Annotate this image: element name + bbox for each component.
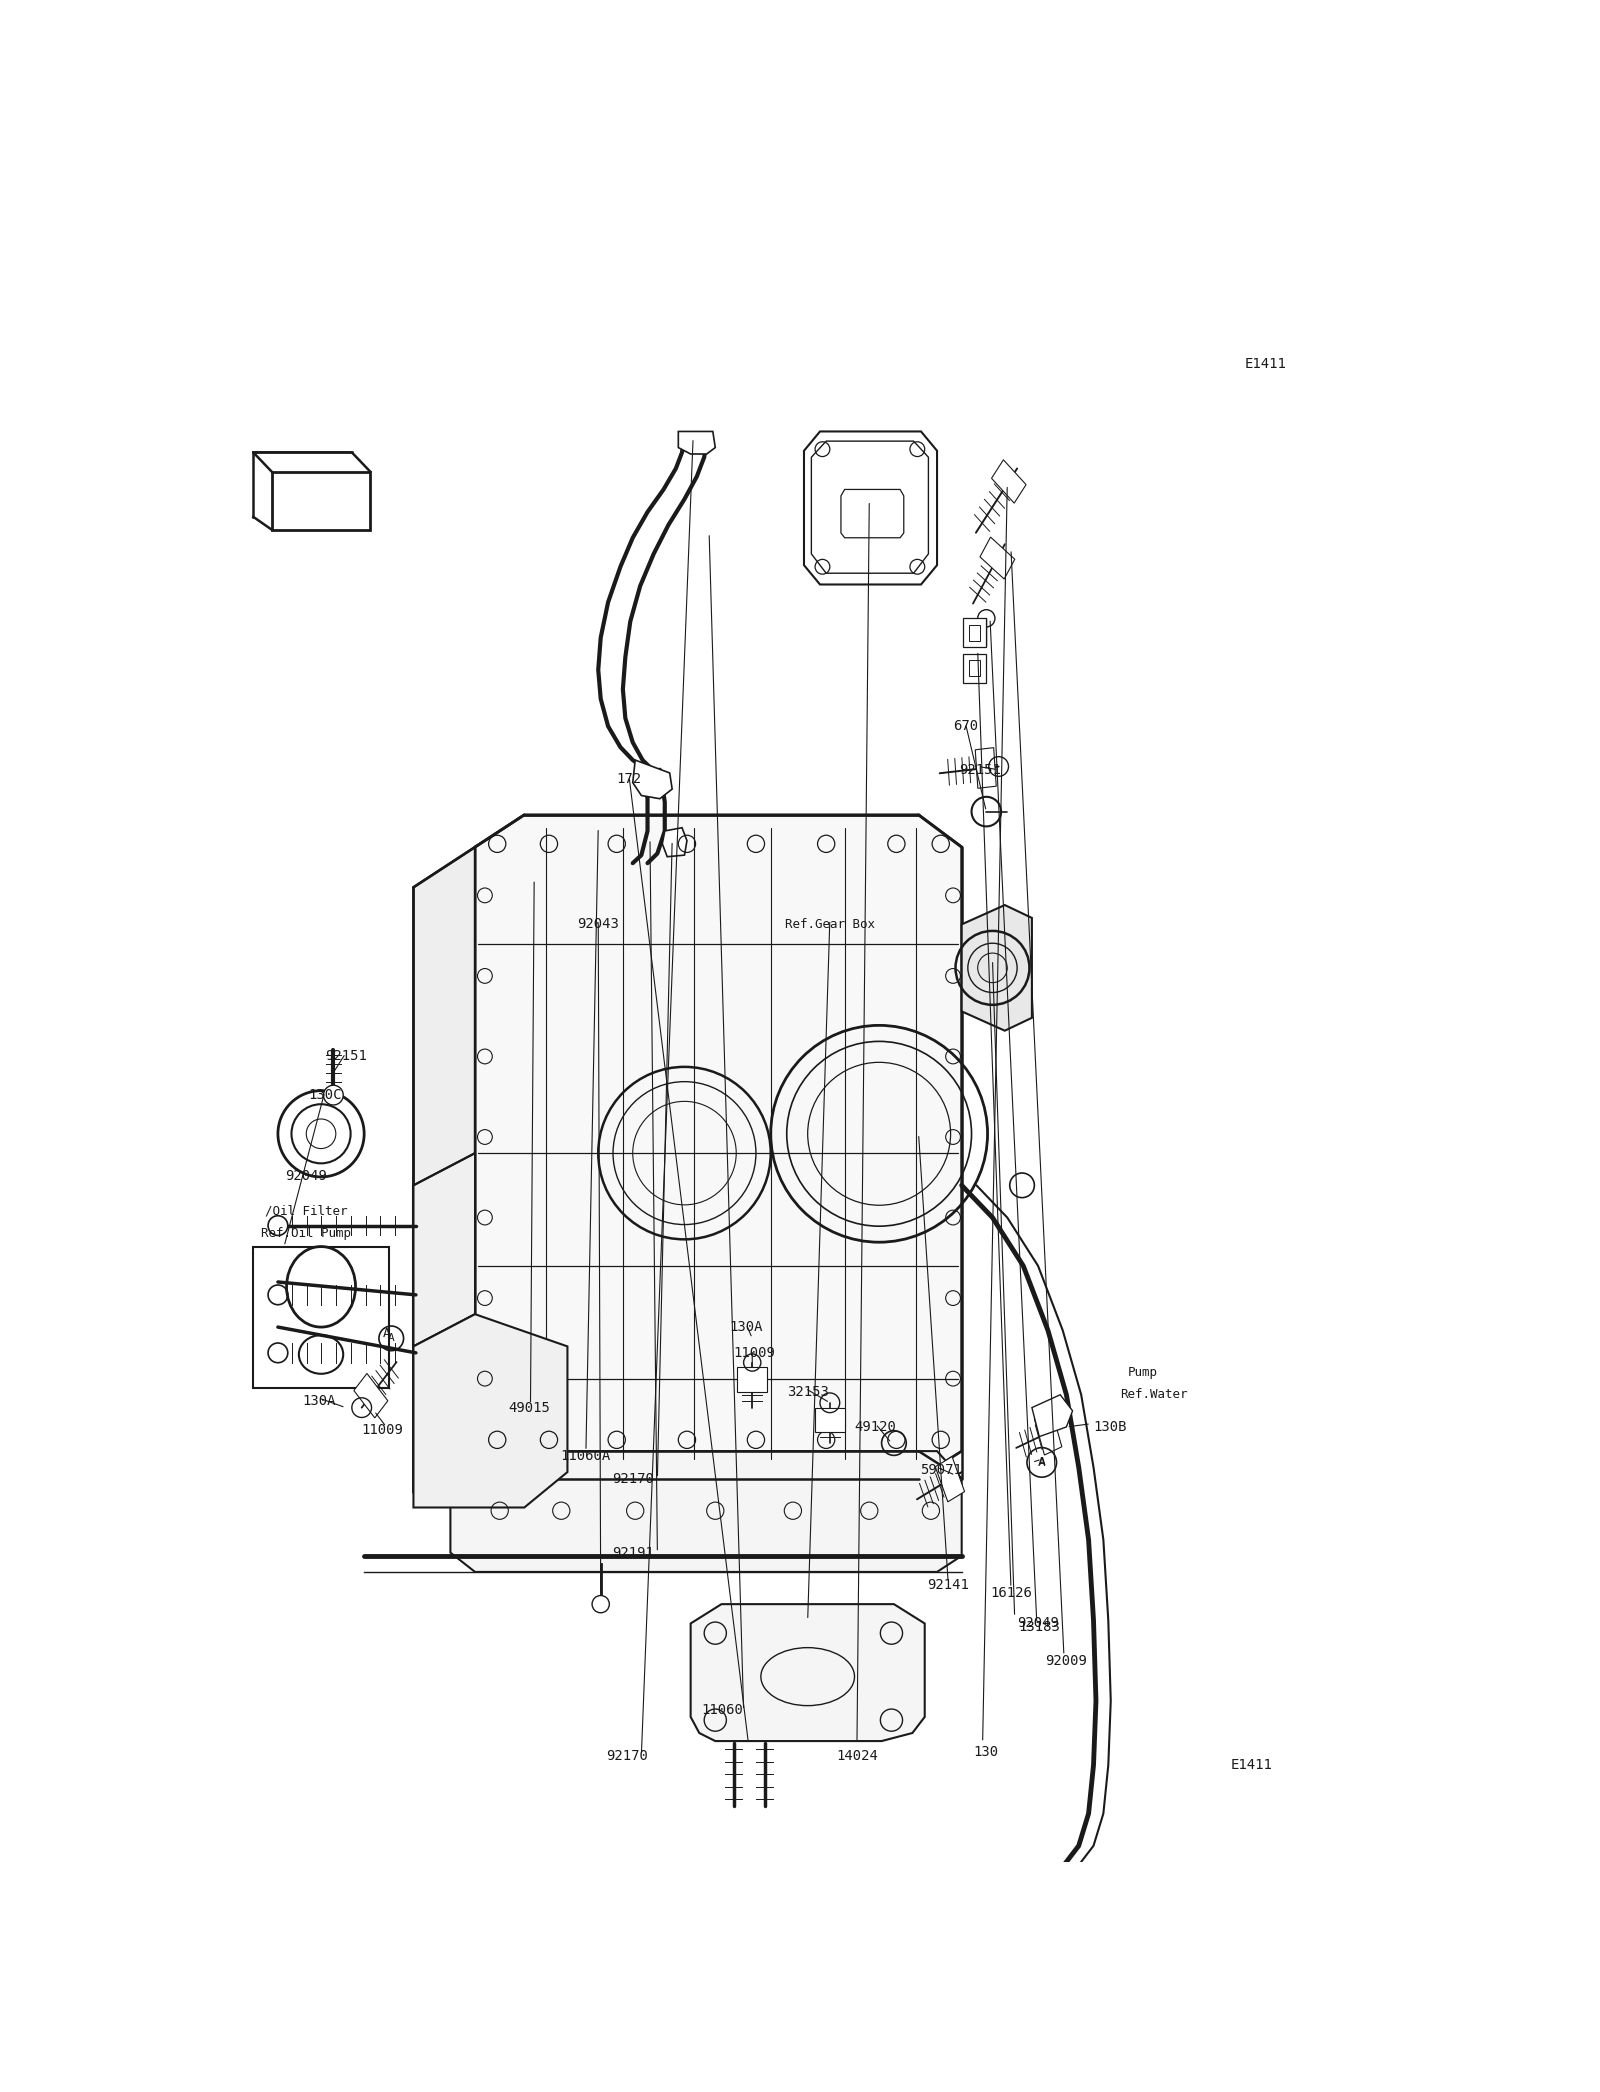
Polygon shape — [272, 471, 370, 529]
Polygon shape — [632, 759, 672, 799]
Polygon shape — [803, 431, 938, 584]
Text: Ref.Gear Box: Ref.Gear Box — [786, 918, 875, 931]
Text: 92151: 92151 — [325, 1050, 366, 1063]
Text: 130A: 130A — [302, 1393, 336, 1408]
Text: E1411: E1411 — [1230, 1757, 1272, 1772]
Polygon shape — [979, 538, 1014, 579]
Polygon shape — [413, 847, 475, 1492]
Polygon shape — [963, 619, 986, 646]
Circle shape — [592, 1596, 610, 1613]
Text: FRONT: FRONT — [298, 494, 344, 508]
Text: E1411: E1411 — [1245, 358, 1286, 370]
Text: 92151: 92151 — [960, 764, 1002, 776]
Text: 92009: 92009 — [1045, 1653, 1088, 1667]
Text: A: A — [1038, 1458, 1045, 1466]
Polygon shape — [413, 1314, 568, 1508]
Circle shape — [269, 1284, 288, 1305]
Text: 32153: 32153 — [787, 1385, 829, 1400]
Polygon shape — [1032, 1395, 1072, 1437]
Text: 670: 670 — [954, 720, 978, 732]
Text: 92141: 92141 — [926, 1577, 970, 1592]
Text: 16126: 16126 — [990, 1586, 1032, 1600]
Text: 92170: 92170 — [606, 1749, 648, 1764]
Polygon shape — [936, 1456, 965, 1502]
Polygon shape — [738, 1368, 766, 1391]
Text: 92043: 92043 — [578, 918, 619, 931]
Text: 49120: 49120 — [854, 1420, 896, 1433]
Text: 49015: 49015 — [509, 1402, 550, 1414]
Polygon shape — [691, 1605, 925, 1741]
Text: 92049: 92049 — [1018, 1617, 1059, 1630]
Polygon shape — [475, 814, 962, 1479]
Circle shape — [323, 1086, 344, 1105]
Text: 172: 172 — [616, 772, 642, 787]
Text: 11060: 11060 — [702, 1703, 744, 1718]
Text: 59071: 59071 — [920, 1464, 962, 1477]
Text: A: A — [1038, 1456, 1045, 1469]
Text: A: A — [382, 1326, 390, 1341]
Text: A: A — [387, 1333, 395, 1343]
Polygon shape — [814, 1408, 845, 1431]
Bar — [253, 1247, 389, 1389]
Text: 92049: 92049 — [285, 1169, 326, 1182]
Polygon shape — [963, 653, 986, 682]
Text: 13183: 13183 — [1018, 1619, 1061, 1634]
Text: 92170: 92170 — [611, 1471, 654, 1485]
Text: 130C: 130C — [307, 1088, 341, 1102]
Polygon shape — [1034, 1410, 1062, 1456]
Text: 130A: 130A — [730, 1320, 763, 1335]
Text: 11060A: 11060A — [560, 1450, 611, 1462]
Text: 130: 130 — [974, 1745, 998, 1759]
Circle shape — [1010, 1174, 1034, 1197]
Text: Pump: Pump — [1128, 1366, 1158, 1379]
Polygon shape — [678, 431, 715, 454]
Text: /Oil Filter: /Oil Filter — [266, 1205, 347, 1218]
Circle shape — [269, 1343, 288, 1362]
Text: Ref.Water: Ref.Water — [1120, 1389, 1189, 1402]
Polygon shape — [413, 1153, 475, 1347]
Text: 14024: 14024 — [837, 1749, 878, 1764]
Polygon shape — [962, 906, 1032, 1031]
Text: 11009: 11009 — [362, 1423, 403, 1437]
Polygon shape — [992, 460, 1026, 504]
Polygon shape — [354, 1374, 387, 1418]
Text: 130B: 130B — [1093, 1420, 1126, 1433]
Text: 11009: 11009 — [734, 1345, 776, 1360]
Text: Ref.Oil Pump: Ref.Oil Pump — [261, 1228, 352, 1241]
Polygon shape — [662, 828, 686, 858]
Polygon shape — [451, 1452, 962, 1571]
Polygon shape — [976, 747, 997, 789]
Text: 92191: 92191 — [611, 1546, 654, 1561]
Circle shape — [269, 1215, 288, 1236]
